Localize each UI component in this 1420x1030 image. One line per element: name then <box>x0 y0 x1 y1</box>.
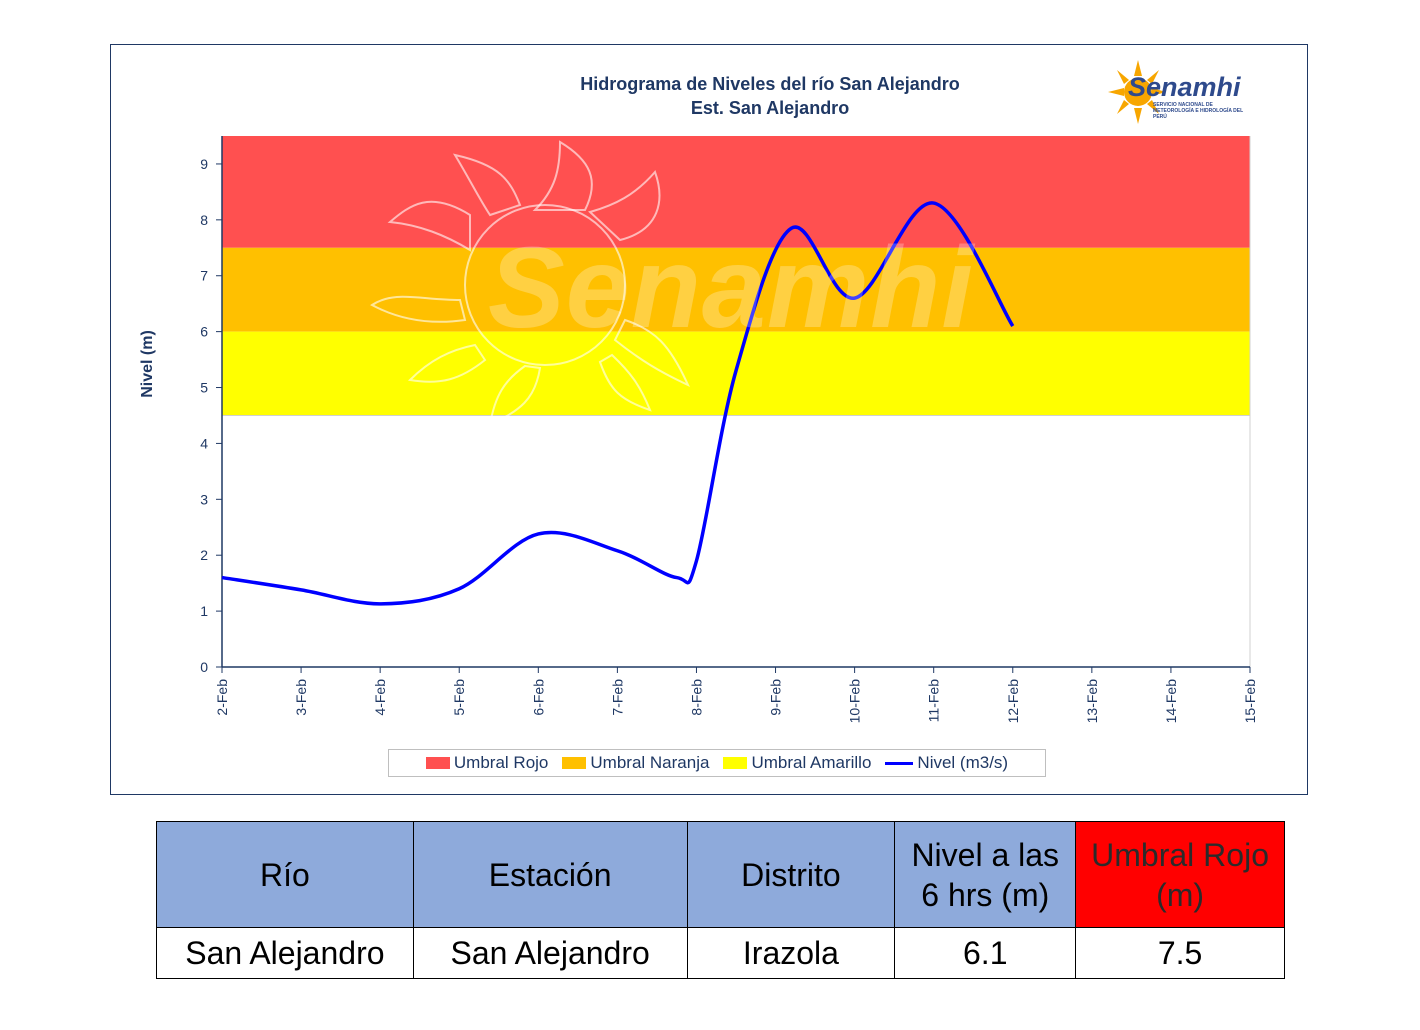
x-tick-label: 10-Feb <box>847 679 863 724</box>
table-header-row: Río Estación Distrito Nivel a las 6 hrs … <box>156 821 1285 928</box>
cell-distrito: Irazola <box>686 927 896 979</box>
x-tick-label: 2-Feb <box>214 679 230 716</box>
cell-estacion: San Alejandro <box>412 927 688 979</box>
chart-legend: Umbral Rojo Umbral Naranja Umbral Amaril… <box>388 749 1046 777</box>
series-line-nivel <box>221 201 1015 606</box>
header-umbral-rojo: Umbral Rojo (m) <box>1075 821 1285 928</box>
y-tick-label: 3 <box>200 491 208 507</box>
legend-item-amarillo: Umbral Amarillo <box>723 753 871 773</box>
y-tick-label: 8 <box>200 212 208 228</box>
sun-logo-icon <box>1108 60 1166 124</box>
x-tick-label: 13-Feb <box>1084 679 1100 724</box>
y-tick-label: 4 <box>200 435 208 451</box>
legend-swatch-rojo <box>425 757 450 769</box>
x-tick-label: 15-Feb <box>1242 679 1258 724</box>
x-tick-label: 5-Feb <box>451 679 467 716</box>
legend-swatch-nivel <box>885 761 914 765</box>
legend-item-rojo: Umbral Rojo <box>425 753 549 773</box>
y-tick-label: 5 <box>200 380 208 396</box>
x-tick-label: 12-Feb <box>1005 679 1021 724</box>
legend-label-rojo: Umbral Rojo <box>453 753 549 772</box>
cell-umbral-rojo: 7.5 <box>1075 927 1285 979</box>
chart-subtitle: Est. San Alejandro <box>690 98 850 118</box>
x-tick-label: 14-Feb <box>1163 679 1179 724</box>
chart-title-line: Hidrograma de Niveles del río San Alejan… <box>580 74 960 94</box>
y-tick-label: 9 <box>200 156 208 172</box>
x-tick-label: 9-Feb <box>768 679 784 716</box>
x-tick-label: 3-Feb <box>293 679 309 716</box>
chart-title: Hidrograma de Niveles del río San Alejan… <box>110 72 1420 120</box>
x-tick-label: 8-Feb <box>688 679 704 716</box>
header-distrito: Distrito <box>686 821 896 928</box>
y-tick-label: 7 <box>200 268 208 284</box>
threshold-band-0 <box>222 136 1250 248</box>
table-row: San Alejandro San Alejandro Irazola 6.1 … <box>156 927 1285 979</box>
station-info-table: Río Estación Distrito Nivel a las 6 hrs … <box>156 821 1285 979</box>
y-tick-label: 1 <box>200 603 208 619</box>
legend-label-naranja: Umbral Naranja <box>590 753 710 772</box>
x-tick-label: 4-Feb <box>372 679 388 716</box>
x-tick-label: 6-Feb <box>530 679 546 716</box>
y-tick-label: 6 <box>200 324 208 340</box>
cell-rio: San Alejandro <box>156 927 414 979</box>
threshold-band-1 <box>222 247 1250 332</box>
x-tick-label: 11-Feb <box>926 679 942 723</box>
legend-item-nivel: Nivel (m3/s) <box>885 753 1008 773</box>
senamhi-logo: Senamhi SERVICIO NACIONAL DE METEOROLOGÍ… <box>1108 60 1258 124</box>
watermark-sun-icon <box>370 140 691 427</box>
logo-subtext: SERVICIO NACIONAL DE METEOROLOGÍA E HIDR… <box>1153 102 1244 120</box>
legend-label-nivel: Nivel (m3/s) <box>917 753 1009 772</box>
header-estacion: Estación <box>412 821 688 928</box>
y-axis-label: Nivel (m) <box>139 330 156 398</box>
legend-label-amarillo: Umbral Amarillo <box>751 753 872 772</box>
x-tick-label: 7-Feb <box>609 679 625 716</box>
legend-swatch-naranja <box>562 757 587 769</box>
logo-wordmark: Senamhi <box>1128 72 1241 102</box>
legend-swatch-amarillo <box>723 757 748 769</box>
cell-nivel: 6.1 <box>894 927 1077 979</box>
header-rio: Río <box>156 821 414 928</box>
y-tick-label: 0 <box>200 659 208 675</box>
header-nivel: Nivel a las 6 hrs (m) <box>894 821 1077 928</box>
watermark-text: Senamhi <box>488 224 975 352</box>
y-tick-label: 2 <box>200 547 208 563</box>
legend-item-naranja: Umbral Naranja <box>562 753 709 773</box>
